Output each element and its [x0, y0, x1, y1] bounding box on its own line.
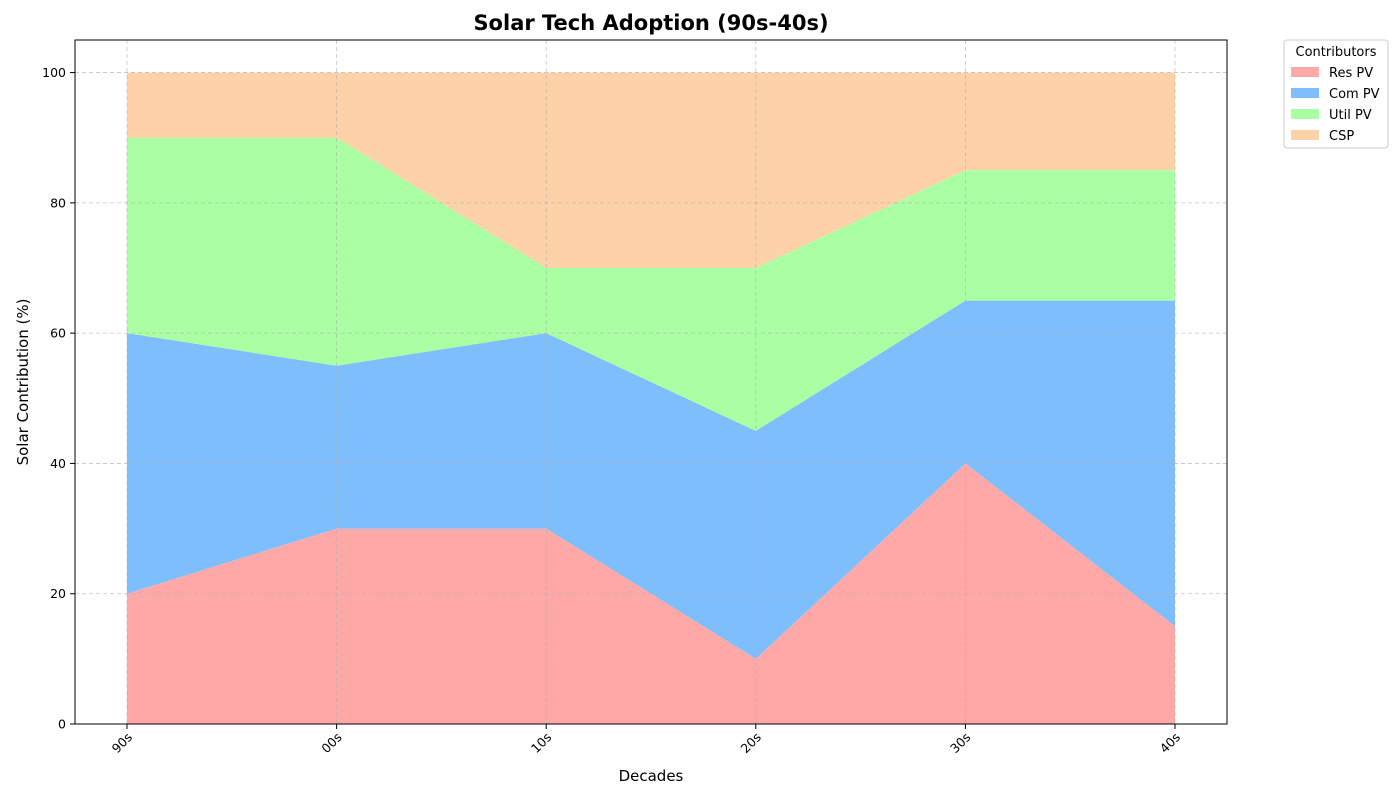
legend-label: Com PV [1329, 87, 1380, 102]
area-com-pv [127, 300, 1175, 659]
y-tick-label: 60 [50, 326, 66, 341]
y-tick-label: 20 [50, 586, 66, 601]
legend-label: Res PV [1329, 66, 1373, 81]
x-tick-label: 90s [109, 730, 135, 756]
x-tick-label: 40s [1157, 730, 1183, 756]
legend-label: Util PV [1329, 108, 1372, 123]
area-csp [127, 72, 1175, 268]
legend-swatch [1291, 67, 1319, 77]
legend-items: Res PV Com PV Util PV CSP [1291, 66, 1380, 144]
legend-title: Contributors [1296, 45, 1377, 60]
area-res-pv [127, 463, 1175, 724]
area-layer [127, 72, 1175, 724]
legend-label: CSP [1329, 129, 1354, 144]
legend-swatch [1291, 130, 1319, 140]
chart-title: Solar Tech Adoption (90s-40s) [473, 11, 828, 35]
y-tick-label: 80 [50, 195, 66, 210]
legend-swatch [1291, 109, 1319, 119]
plot-frame [74, 39, 1228, 725]
y-axis-ticks: 0 20 40 60 80 100 [42, 65, 75, 732]
x-tick-label: 20s [737, 730, 763, 756]
y-tick-label: 0 [58, 717, 66, 732]
y-tick-label: 40 [50, 456, 66, 471]
y-tick-label: 100 [42, 65, 66, 80]
x-tick-label: 00s [318, 730, 344, 756]
x-tick-label: 30s [947, 730, 973, 756]
area-util-pv [127, 137, 1175, 431]
x-axis-label: Decades [619, 767, 684, 785]
legend: Contributors Res PV Com PV Util PV CSP [1283, 39, 1389, 149]
grid-lines [75, 40, 1227, 725]
y-axis-label: Solar Contribution (%) [14, 299, 32, 466]
x-axis-ticks: 90s 00s 10s 20s 30s 40s [109, 724, 1183, 756]
x-tick-label: 10s [528, 730, 554, 756]
legend-swatch [1291, 88, 1319, 98]
